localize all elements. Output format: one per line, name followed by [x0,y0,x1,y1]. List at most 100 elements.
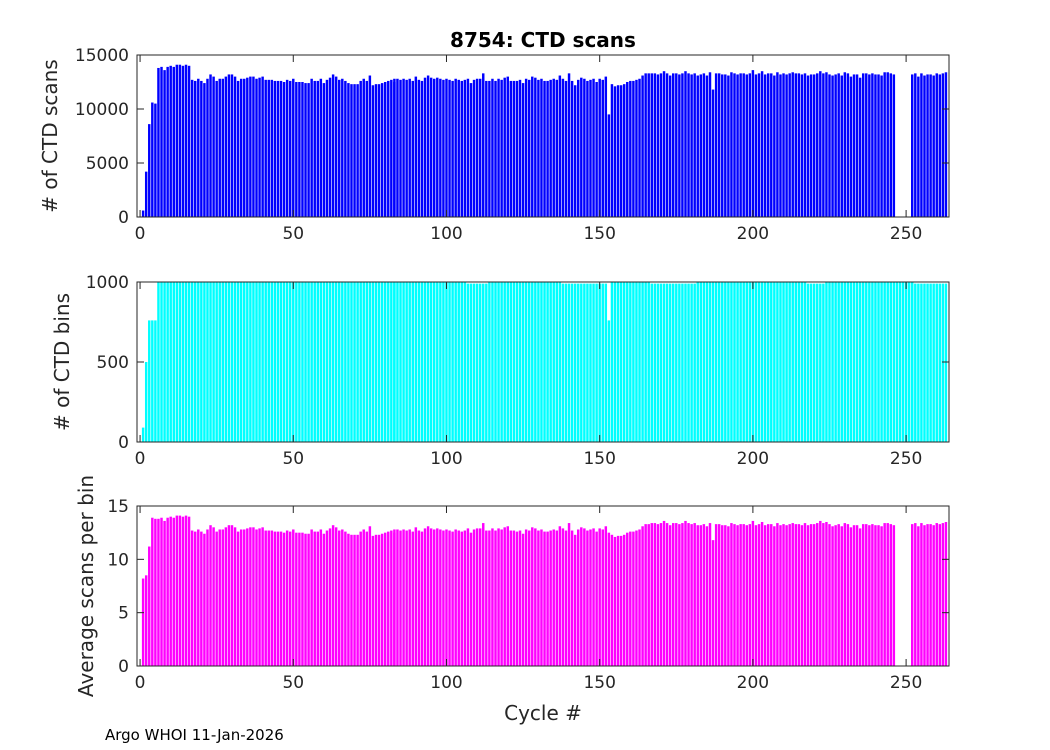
bar-cycle-191 [724,525,727,666]
bar-cycle-55 [307,533,310,666]
bar-cycle-189 [717,524,721,666]
bar-cycle-181 [693,73,696,217]
bar-cycle-140 [567,523,571,666]
bar-cycle-67 [344,531,347,666]
bar-cycle-217 [803,282,807,442]
bar-cycle-87 [405,282,408,442]
bar-cycle-204 [763,525,767,666]
bar-cycle-235 [858,77,862,218]
bar-cycle-229 [840,526,843,666]
bar-cycle-151 [601,529,604,666]
bar-cycle-90 [414,76,418,217]
bar-cycle-181 [693,523,696,666]
bar-cycle-204 [763,282,767,442]
bar-cycle-165 [644,282,647,442]
bar-cycle-146 [586,283,589,442]
bar-cycle-150 [598,78,601,217]
bar-cycle-167 [650,523,653,666]
bar-cycle-19 [197,78,200,217]
bar-cycle-29 [227,282,231,442]
bar-cycle-32 [236,80,240,217]
bar-cycle-117 [497,528,500,666]
bar-cycle-8 [163,70,166,218]
bar-cycle-207 [773,282,776,442]
bar-cycle-260 [935,73,938,217]
bar-cycle-48 [285,530,289,666]
bar-cycle-18 [193,531,197,666]
panel-ctd-bins: 0 50 100 150 200 250 0 500 1000 # of CTD bins [50,273,950,469]
bar-cycle-66 [341,282,344,442]
bar-cycle-72 [359,282,362,442]
bar-cycle-167 [650,283,653,442]
bar-cycle-7 [160,517,163,666]
bar-cycle-95 [429,282,433,442]
bar-cycle-58 [316,531,320,666]
bar-cycle-176 [678,283,681,442]
bar-cycle-99 [442,530,445,666]
bar-cycle-198 [745,74,748,217]
bar-cycle-254 [917,283,920,442]
bar-cycle-262 [941,283,945,442]
bar-cycle-59 [319,529,323,666]
bar-cycle-4 [151,517,154,666]
bar-cycle-156 [616,85,620,218]
bar-cycle-255 [920,523,923,666]
bar-cycle-141 [570,80,574,217]
bar-cycle-246 [892,525,896,666]
bar-cycle-82 [390,282,393,442]
bar-cycle-187 [711,540,715,666]
bar-cycle-258 [929,524,932,666]
bar-cycle-54 [304,533,307,666]
bar-cycle-20 [200,282,203,442]
bar-cycle-50 [292,529,295,666]
bar-cycle-197 [742,524,745,666]
bar-cycle-33 [239,78,243,217]
y-tick-label: 5000 [86,154,129,174]
bar-cycle-245 [889,524,893,666]
bar-cycle-260 [935,523,938,666]
bar-cycle-243 [883,523,886,666]
x-tick-label: 50 [282,449,304,469]
bar-cycle-173 [668,525,672,666]
bar-cycle-177 [681,73,684,217]
bar-cycle-226 [831,526,834,666]
bar-cycle-234 [855,74,859,217]
bar-cycle-57 [313,80,316,217]
bar-cycle-237 [865,282,868,442]
bar-cycle-43 [270,79,274,217]
bar-cycle-194 [733,524,736,666]
bar-cycle-180 [690,74,693,217]
bar-cycle-31 [233,282,237,442]
bar-cycle-211 [785,282,788,442]
bar-cycle-179 [687,523,690,666]
bar-cycle-239 [871,282,874,442]
bar-cycle-79 [380,533,384,666]
bar-cycle-257 [926,74,929,217]
bar-cycle-81 [387,531,390,666]
bar-cycle-83 [393,82,396,217]
bar-cycle-126 [524,78,528,217]
bar-cycle-151 [601,283,604,442]
bar-cycle-73 [362,529,365,666]
bar-cycle-229 [840,75,843,218]
bar-cycle-84 [396,282,399,442]
bar-cycle-185 [705,75,709,218]
bar-cycle-50 [292,282,295,442]
bar-cycle-71 [356,534,359,666]
bar-cycle-71 [356,282,359,442]
bar-cycle-242 [880,282,883,442]
bar-cycle-259 [932,283,935,442]
bar-cycle-15 [184,64,188,217]
bar-cycle-210 [782,73,785,217]
bar-cycle-86 [402,282,405,442]
bar-cycle-257 [926,283,929,442]
bar-cycle-84 [396,529,399,666]
bar-cycle-131 [540,282,543,442]
bar-cycle-214 [794,73,798,217]
bar-cycle-38 [255,529,258,666]
bar-cycle-156 [616,535,620,666]
bar-cycle-124 [518,79,522,217]
bar-cycle-180 [690,283,693,442]
bar-cycle-90 [414,527,418,666]
bar-cycle-31 [233,527,237,666]
